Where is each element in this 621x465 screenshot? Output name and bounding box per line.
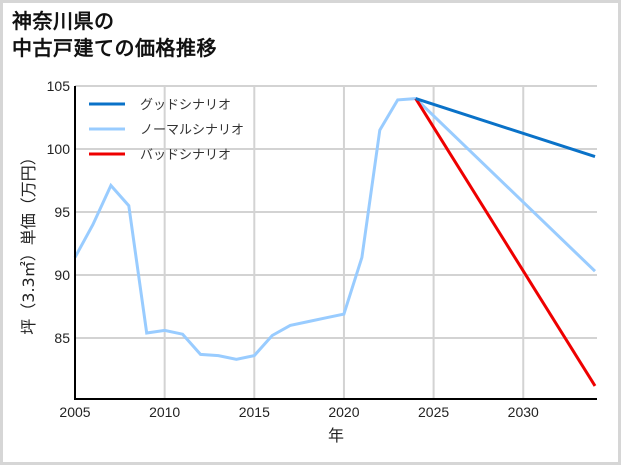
y-tick-label: 105 <box>47 78 71 94</box>
legend-label: グッドシナリオ <box>140 98 231 113</box>
x-tick-labels: 2005 2010 2015 2020 2025 2030 <box>59 404 539 420</box>
x-tick-label: 2030 <box>508 404 539 420</box>
legend-label: ノーマルシナリオ <box>140 123 244 138</box>
chart-title-line1: 神奈川県の <box>12 9 115 33</box>
series-line-1 <box>73 97 597 361</box>
series-line-0 <box>415 97 596 159</box>
y-tick-label: 95 <box>54 204 70 220</box>
chart-title-line2: 中古戸建ての価格推移 <box>12 36 217 60</box>
x-tick-label: 2005 <box>59 404 90 420</box>
y-tick-label: 100 <box>47 141 71 157</box>
legend-label: バッドシナリオ <box>140 148 231 163</box>
grid-lines <box>75 85 597 399</box>
chart-title: 神奈川県の 中古戸建ての価格推移 <box>12 8 217 62</box>
y-tick-labels: 85 90 95 100 105 <box>47 78 71 346</box>
x-tick-label: 2015 <box>239 404 270 420</box>
y-tick-label: 85 <box>54 330 70 346</box>
data-series <box>73 97 597 387</box>
x-tick-label: 2025 <box>418 404 449 420</box>
series-line-2 <box>414 97 597 387</box>
x-tick-label: 2020 <box>328 404 359 420</box>
y-axis-label: 坪（3.3㎡）単価（万円） <box>19 149 38 334</box>
x-axis-label: 年 <box>328 426 344 445</box>
x-tick-label: 2010 <box>149 404 180 420</box>
y-tick-label: 90 <box>54 267 70 283</box>
axes <box>74 86 597 400</box>
